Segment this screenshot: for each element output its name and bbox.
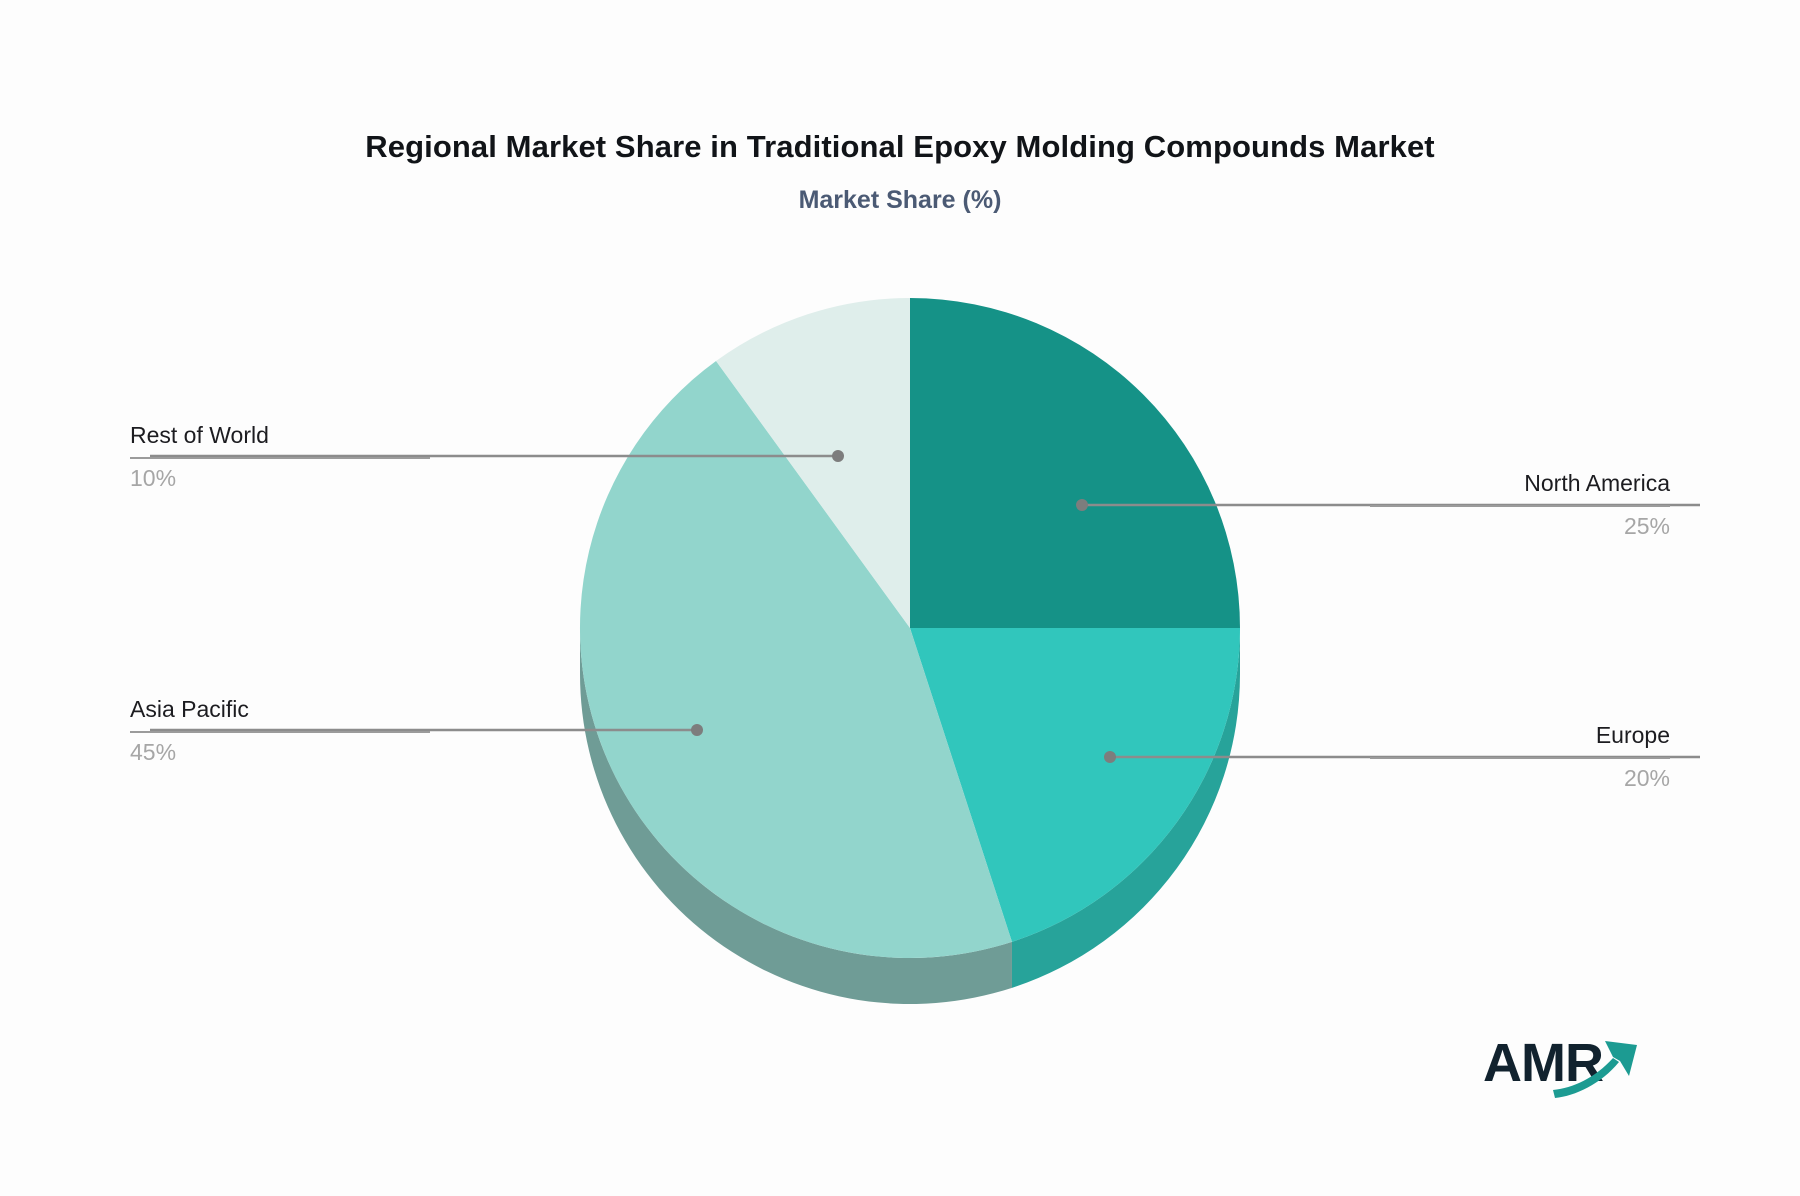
pie-depth-walls	[580, 628, 1240, 1005]
callout-north-america: North America 25%	[1370, 468, 1670, 542]
leader-dot-north-america	[1076, 499, 1088, 511]
pie-slices	[579, 298, 1240, 959]
callout-value-rest-of-world: 10%	[130, 465, 177, 492]
pie-slice-north-america[interactable]	[910, 298, 1240, 628]
callout-label-europe: Europe	[1595, 722, 1670, 748]
leader-dot-rest-of-world	[832, 450, 844, 462]
chart-subtitle: Market Share (%)	[798, 185, 1002, 214]
leader-dot-asia-pacific	[691, 724, 703, 736]
pie-wall-europe	[1011, 628, 1240, 988]
pie-slice-rest-of-world[interactable]	[716, 298, 910, 628]
growth-arrow-icon	[1553, 1041, 1637, 1098]
callout-value-asia-pacific: 45%	[130, 739, 177, 766]
callout-rest-of-world: Rest of World 10%	[130, 420, 430, 494]
callout-label-north-america: North America	[1524, 470, 1670, 496]
chart-title: Regional Market Share in Traditional Epo…	[365, 129, 1435, 164]
amr-logo: AMR	[1483, 1032, 1673, 1112]
pie-slice-europe[interactable]	[910, 628, 1240, 942]
callout-rule-europe	[1370, 757, 1670, 760]
callout-label-rest-of-world: Rest of World	[130, 422, 269, 448]
leader-lines	[150, 454, 1700, 759]
callout-value-north-america: 25%	[1623, 513, 1670, 540]
title-block: Regional Market Share in Traditional Epo…	[0, 128, 1800, 216]
callout-rule-rest-of-world	[130, 457, 430, 460]
pie-slice-asia-pacific[interactable]	[579, 361, 1012, 959]
pie-wall-asia-pacific	[580, 628, 1012, 1005]
leader-dot-europe	[1104, 751, 1116, 763]
callout-europe: Europe 20%	[1370, 720, 1670, 794]
callout-asia-pacific: Asia Pacific 45%	[130, 694, 430, 768]
callout-rule-north-america	[1370, 505, 1670, 508]
callout-label-asia-pacific: Asia Pacific	[130, 696, 249, 722]
callout-value-europe: 20%	[1623, 765, 1670, 792]
leader-dots	[691, 450, 1116, 763]
callout-rule-asia-pacific	[130, 731, 430, 734]
